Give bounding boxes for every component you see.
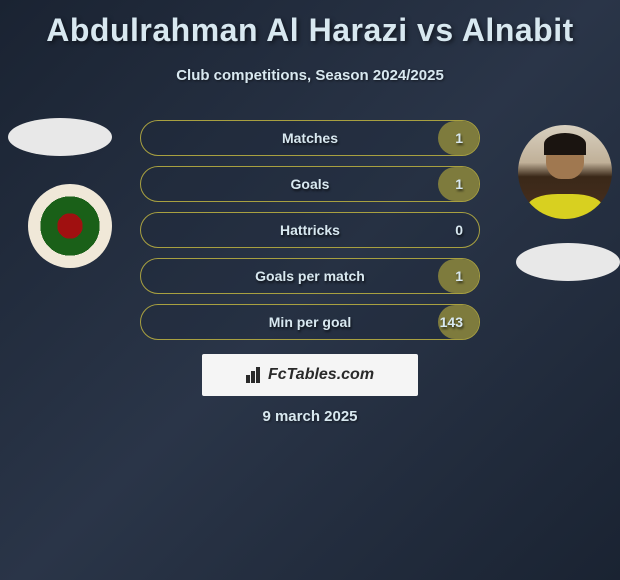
bar-chart-icon [246, 367, 266, 383]
watermark: FcTables.com [202, 354, 418, 396]
stat-label: Goals [291, 176, 330, 192]
page-title: Abdulrahman Al Harazi vs Alnabit [0, 0, 620, 49]
player-right-placeholder [516, 243, 620, 281]
date-label: 9 march 2025 [0, 408, 620, 425]
stat-row: Hattricks 0 [140, 212, 480, 248]
stat-value-right: 1 [455, 176, 463, 192]
stat-value-right: 1 [455, 130, 463, 146]
stat-value-right: 1 [455, 268, 463, 284]
player-right-block [518, 125, 620, 281]
player-left-block [8, 118, 112, 268]
club-badge-icon [40, 196, 100, 256]
stats-container: Matches 1 Goals 1 Hattricks 0 Goals per match 1… [140, 120, 480, 350]
stat-row: Min per goal 143 [140, 304, 480, 340]
watermark-label: FcTables.com [246, 366, 374, 384]
player-right-photo [518, 125, 612, 219]
stat-label: Min per goal [269, 314, 351, 330]
stat-label: Goals per match [255, 268, 365, 284]
stat-label: Hattricks [280, 222, 340, 238]
player-left-placeholder [8, 118, 112, 156]
stat-value-right: 143 [440, 314, 463, 330]
club-badge-left [28, 184, 112, 268]
stat-row: Goals per match 1 [140, 258, 480, 294]
stat-label: Matches [282, 130, 338, 146]
watermark-text: FcTables.com [268, 366, 374, 384]
stat-row: Goals 1 [140, 166, 480, 202]
subtitle: Club competitions, Season 2024/2025 [0, 67, 620, 84]
stat-row: Matches 1 [140, 120, 480, 156]
stat-value-right: 0 [455, 222, 463, 238]
player-shirt-icon [528, 194, 602, 219]
